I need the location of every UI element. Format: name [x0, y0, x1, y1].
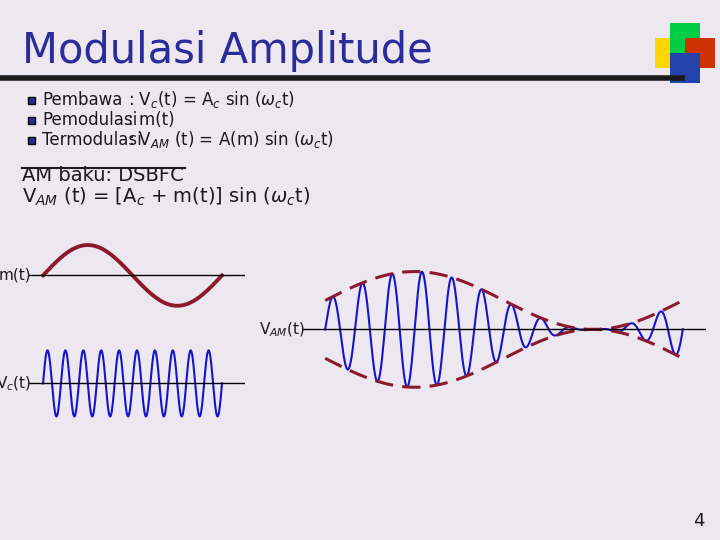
FancyBboxPatch shape: [670, 53, 700, 83]
FancyBboxPatch shape: [28, 117, 35, 124]
Text: V$_{AM}$(t): V$_{AM}$(t): [259, 320, 305, 339]
FancyBboxPatch shape: [685, 38, 715, 68]
FancyBboxPatch shape: [655, 38, 685, 68]
Text: V$_c$(t): V$_c$(t): [0, 374, 32, 393]
Text: Pembawa: Pembawa: [42, 91, 122, 109]
Text: Pemodulasi: Pemodulasi: [42, 111, 138, 129]
Text: 4: 4: [693, 512, 705, 530]
FancyBboxPatch shape: [28, 137, 35, 144]
Text: Termodulasi: Termodulasi: [42, 131, 142, 149]
Text: m(t): m(t): [0, 268, 32, 283]
Text: V$_{AM}$ (t) = [A$_c$ + m(t)] sin ($\omega_c$t): V$_{AM}$ (t) = [A$_c$ + m(t)] sin ($\ome…: [22, 186, 310, 208]
Text: : m(t): : m(t): [128, 111, 175, 129]
Text: : V$_c$(t) = A$_c$ sin ($\omega_c$t): : V$_c$(t) = A$_c$ sin ($\omega_c$t): [128, 90, 295, 111]
FancyBboxPatch shape: [28, 97, 35, 104]
Text: AM baku: DSBFC: AM baku: DSBFC: [22, 166, 184, 185]
Text: Modulasi Amplitude: Modulasi Amplitude: [22, 30, 433, 72]
Text: : V$_{AM}$ (t) = A(m) sin ($\omega_c$t): : V$_{AM}$ (t) = A(m) sin ($\omega_c$t): [128, 130, 334, 151]
FancyBboxPatch shape: [670, 23, 700, 53]
